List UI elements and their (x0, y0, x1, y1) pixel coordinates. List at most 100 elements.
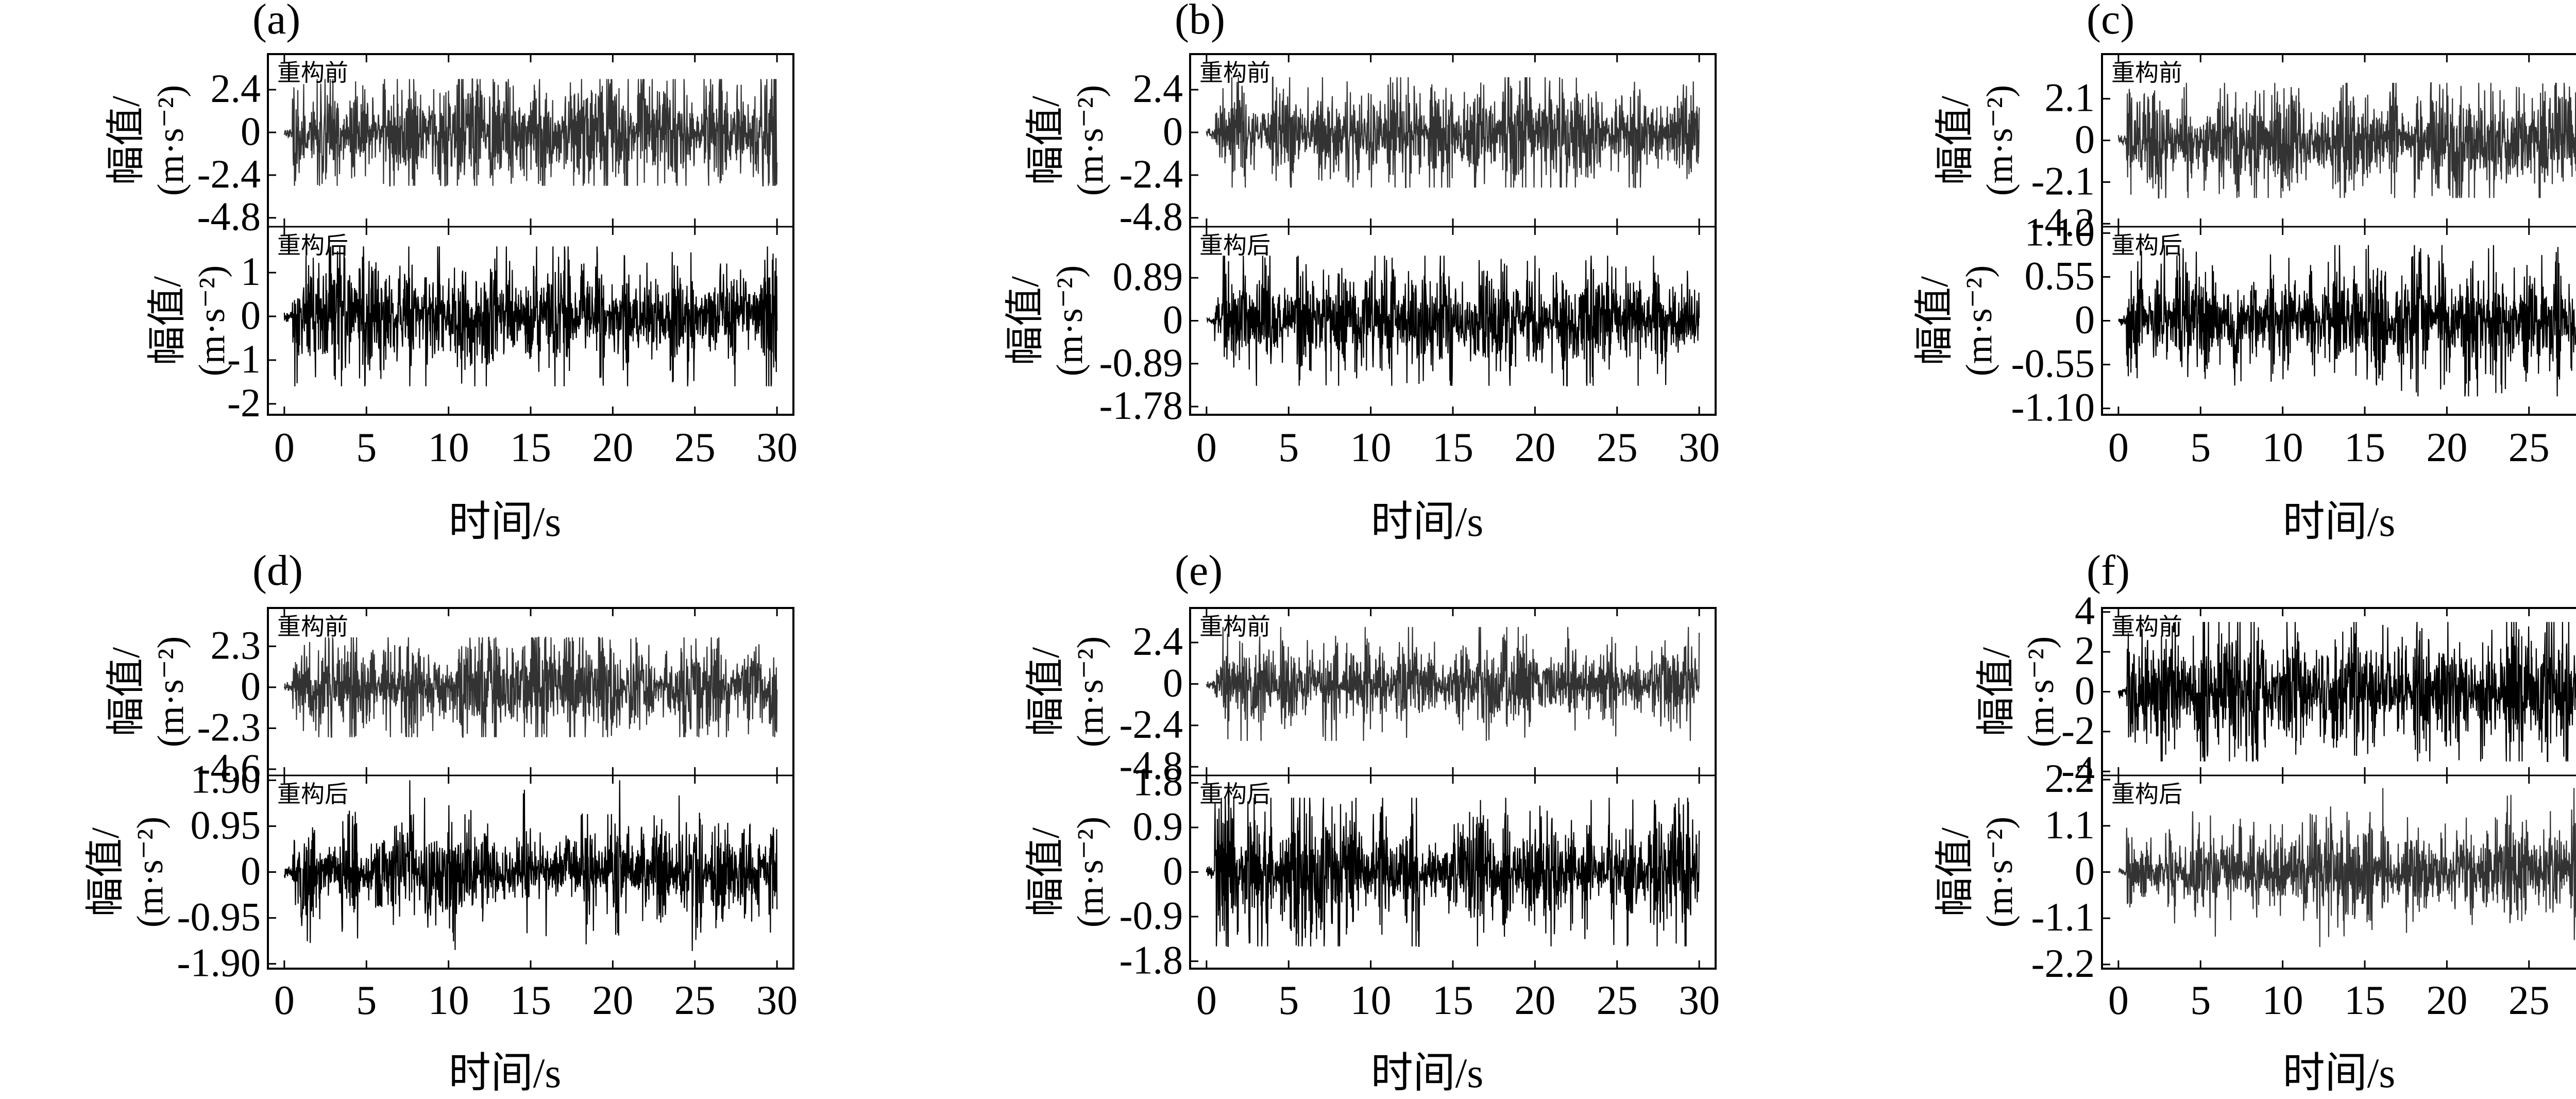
x-tick-label: 0 (1196, 978, 1217, 1023)
y-tick-label: -1.78 (1099, 383, 1183, 428)
signal-trace-bottom (283, 780, 778, 951)
y-axis-label: 幅值/(m·s⁻²) (1024, 817, 1111, 928)
y-tick-label: 1.90 (191, 756, 261, 801)
chart-panel-e: (e)2.40-2.4-4.8重构前幅值/(m·s⁻²)1.80.90-0.9-… (1024, 547, 1720, 1096)
y-tick-label: -2.4 (1120, 702, 1183, 747)
y-tick-label: -4.8 (197, 194, 261, 239)
x-tick-label: 30 (1679, 978, 1720, 1023)
y-axis-label-line2: (m·s⁻²) (150, 85, 191, 196)
annotation-after: 重构后 (277, 781, 348, 807)
x-tick-label: 15 (510, 978, 551, 1023)
x-tick-label: 30 (756, 425, 798, 470)
signal-trace-top (2117, 82, 2576, 199)
y-axis-label-line2: (m·s⁻²) (1049, 265, 1090, 377)
x-tick-label: 25 (2509, 425, 2550, 470)
x-tick-label: 15 (510, 425, 551, 470)
y-axis-label-line2: (m·s⁻²) (150, 636, 191, 748)
x-tick-label: 20 (2426, 425, 2467, 470)
y-axis-label-line1: 幅值/ (84, 827, 127, 917)
y-tick-label: 1 (241, 249, 261, 294)
x-tick-label: 15 (2344, 978, 2385, 1023)
panel-label: (d) (252, 547, 303, 595)
annotation-before: 重构前 (2111, 60, 2182, 86)
y-tick-label: 2.4 (1133, 619, 1183, 664)
plot-frame (1189, 607, 1717, 970)
x-tick-label: 5 (1278, 425, 1299, 470)
y-tick-label: 0.55 (2025, 253, 2095, 298)
chart-panel-b: (b)2.40-2.4-4.8重构前幅值/(m·s⁻²)0.890-0.89-1… (1004, 0, 1720, 545)
signal-trace-top (1206, 76, 1700, 189)
y-tick-label: -1.10 (2011, 385, 2095, 430)
signal-trace-bottom (1206, 256, 1700, 386)
y-axis-label: 幅值/(m·s⁻²) (1975, 636, 2061, 748)
y-tick-label: 0 (241, 664, 261, 708)
y-axis-label: 幅值/(m·s⁻²) (1934, 817, 2020, 928)
y-axis-label-line2: (m·s⁻²) (1070, 85, 1111, 196)
y-tick-label: -4.6 (197, 746, 261, 790)
x-axis-label: 时间/s (449, 1050, 562, 1096)
y-tick-label: -2 (2061, 708, 2095, 753)
chart-panel-a: (a)2.40-2.4-4.8重构前幅值/(m·s⁻²)10-1-2重构后幅值/… (105, 0, 798, 545)
y-tick-label: -1 (227, 336, 261, 381)
annotation-before: 重构前 (2111, 614, 2182, 640)
y-tick-label: 1.8 (1133, 759, 1183, 804)
y-tick-label: -2.2 (2031, 941, 2095, 986)
y-tick-label: 2.4 (211, 66, 261, 111)
y-axis-label-line2: (m·s⁻²) (1979, 85, 2020, 196)
x-tick-label: 25 (674, 978, 716, 1023)
y-axis-label: 幅值/(m·s⁻²) (146, 265, 232, 377)
y-axis-label: 幅值/(m·s⁻²) (1024, 636, 1111, 748)
y-axis-label: 幅值/(m·s⁻²) (105, 636, 191, 748)
y-tick-label: -0.89 (1099, 340, 1183, 385)
y-tick-label: 0 (1163, 849, 1183, 893)
x-tick-label: 10 (1350, 978, 1392, 1023)
y-axis-label: 幅值/(m·s⁻²) (1934, 85, 2020, 196)
y-tick-label: 0.9 (1133, 804, 1183, 849)
chart-panel-c: (c)2.10-2.1-4.2重构前幅值/(m·s⁻²)1.100.550-0.… (1913, 0, 2576, 545)
x-tick-label: 0 (2108, 425, 2129, 470)
y-tick-label: -2.3 (197, 704, 261, 749)
y-tick-label: -0.95 (177, 894, 261, 939)
x-axis-label: 时间/s (449, 498, 562, 545)
plot-frame (1189, 53, 1717, 416)
y-axis-label-line1: 幅值/ (1975, 647, 2018, 736)
x-tick-label: 5 (356, 425, 377, 470)
y-axis-label-line1: 幅值/ (1024, 647, 1067, 736)
y-axis-label: 幅值/(m·s⁻²) (1004, 265, 1090, 377)
x-tick-label: 5 (1278, 978, 1299, 1023)
y-axis-label: 幅值/(m·s⁻²) (105, 85, 191, 196)
x-tick-label: 15 (2344, 425, 2385, 470)
y-axis-label-line1: 幅值/ (105, 95, 148, 185)
annotation-before: 重构前 (1199, 614, 1270, 640)
annotation-after: 重构后 (1199, 781, 1270, 807)
y-tick-label: 0 (241, 293, 261, 337)
x-tick-label: 0 (274, 978, 295, 1023)
x-tick-label: 15 (1432, 425, 1473, 470)
panel-label: (b) (1175, 0, 1225, 43)
panel-label: (e) (1175, 547, 1223, 595)
annotation-after: 重构后 (2111, 232, 2182, 259)
x-tick-label: 10 (2262, 978, 2303, 1023)
y-axis-label-line1: 幅值/ (105, 647, 148, 736)
y-tick-label: 0.95 (191, 802, 261, 847)
x-axis-label: 时间/s (1371, 498, 1484, 545)
y-axis-label-line1: 幅值/ (1913, 276, 1956, 365)
x-axis-label: 时间/s (1371, 1050, 1484, 1096)
y-tick-label: 2.3 (211, 622, 261, 667)
annotation-before: 重构前 (277, 60, 348, 86)
chart-panel-d: (d)2.30-2.3-4.6重构前幅值/(m·s⁻²)1.900.950-0.… (84, 547, 798, 1096)
y-axis-label-line2: (m·s⁻²) (1979, 817, 2020, 928)
y-tick-label: 0 (2075, 117, 2095, 162)
y-axis-label-line2: (m·s⁻²) (2020, 636, 2061, 748)
signal-trace-top (2117, 621, 2576, 763)
y-tick-label: 2.1 (2045, 75, 2095, 120)
y-tick-label: 0 (241, 109, 261, 154)
annotation-after: 重构后 (2111, 781, 2182, 807)
y-tick-label: -4.2 (2031, 200, 2095, 245)
x-tick-label: 10 (1350, 425, 1392, 470)
y-tick-label: 1.10 (2025, 209, 2095, 254)
signal-trace-top (1206, 627, 1700, 741)
y-tick-label: -4 (2061, 748, 2095, 792)
x-tick-label: 0 (2108, 978, 2129, 1023)
